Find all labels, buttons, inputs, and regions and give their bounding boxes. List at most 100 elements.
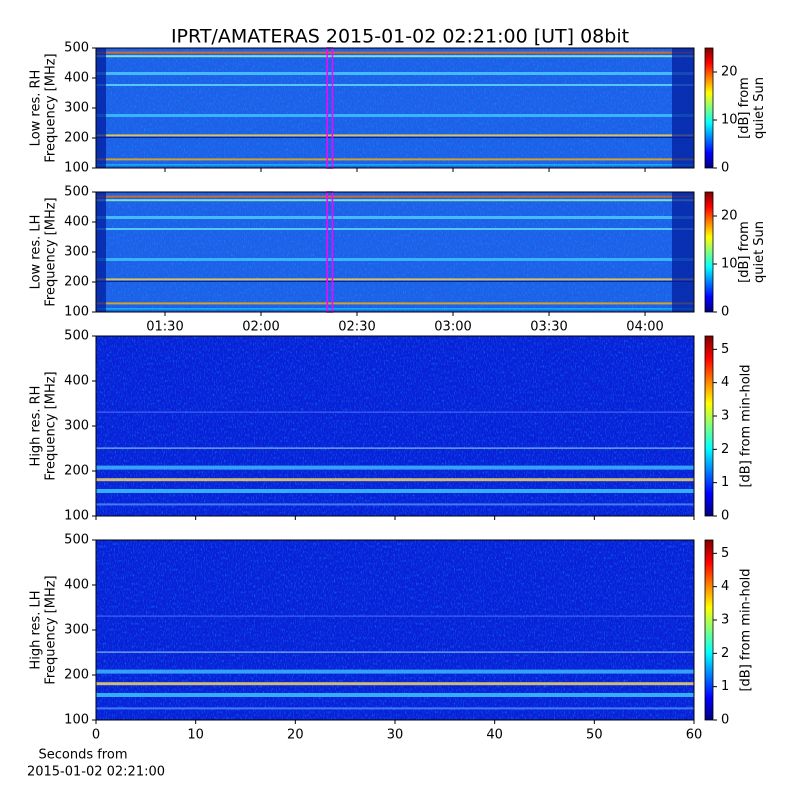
x-tick-label: 02:30 bbox=[338, 320, 375, 335]
colorbar-label: [dB] from min-hold bbox=[739, 568, 754, 691]
spectral-band bbox=[96, 51, 694, 54]
y-tick-label: 400 bbox=[64, 71, 89, 86]
spectral-band bbox=[96, 278, 694, 281]
spectral-band bbox=[96, 84, 694, 86]
spectral-band bbox=[96, 465, 694, 470]
colorbar-label: quiet Sun bbox=[752, 77, 767, 139]
spectral-band bbox=[96, 447, 694, 449]
y-axis-label: Frequency [MHz] bbox=[44, 575, 59, 684]
spectrogram-noise bbox=[96, 540, 694, 720]
y-tick-label: 200 bbox=[64, 275, 89, 290]
spectrogram-noise bbox=[96, 192, 694, 312]
spectral-band bbox=[96, 651, 694, 653]
colorbar-tick-label: 20 bbox=[721, 209, 738, 224]
spectral-band bbox=[96, 478, 694, 482]
data-gap bbox=[96, 48, 106, 168]
y-tick-label: 500 bbox=[64, 533, 89, 548]
colorbar-tick-label: 2 bbox=[721, 646, 729, 661]
spectral-band bbox=[96, 308, 694, 310]
data-gap bbox=[672, 192, 694, 312]
colorbar bbox=[704, 47, 714, 169]
spectral-band bbox=[96, 489, 694, 493]
spectral-band bbox=[96, 228, 694, 230]
spectral-band bbox=[96, 55, 694, 58]
x-axis-label: Seconds from bbox=[38, 748, 127, 763]
colorbar-tick-label: 3 bbox=[721, 409, 729, 424]
y-tick-label: 500 bbox=[64, 41, 89, 56]
spectral-band bbox=[96, 682, 694, 686]
x-axis-label: 2015-01-02 02:21:00 bbox=[27, 765, 165, 780]
colorbar-tick-label: 0 bbox=[721, 713, 729, 728]
y-tick-label: 500 bbox=[64, 329, 89, 344]
chart-title: IPRT/AMATERAS 2015-01-02 02:21:00 [UT] 0… bbox=[171, 26, 629, 48]
spectral-band bbox=[96, 693, 694, 697]
x-tick-label: 40 bbox=[486, 728, 503, 743]
x-tick-label: 20 bbox=[287, 728, 304, 743]
y-axis-label: Frequency [MHz] bbox=[44, 371, 59, 480]
spectral-band bbox=[96, 302, 694, 305]
y-tick-label: 100 bbox=[64, 161, 89, 176]
colorbar-tick-label: 5 bbox=[721, 342, 729, 357]
x-tick-label: 04:00 bbox=[626, 320, 663, 335]
colorbar-tick-label: 20 bbox=[721, 65, 738, 80]
y-axis-label: High res. LH bbox=[29, 590, 44, 669]
colorbar-label: [dB] from min-hold bbox=[739, 364, 754, 487]
colorbar bbox=[704, 335, 714, 517]
spectral-band bbox=[96, 707, 694, 710]
y-tick-label: 400 bbox=[64, 215, 89, 230]
y-tick-label: 300 bbox=[64, 623, 89, 638]
y-axis-label: High res. RH bbox=[29, 386, 44, 467]
x-tick-label: 02:00 bbox=[242, 320, 279, 335]
y-tick-label: 400 bbox=[64, 374, 89, 389]
colorbar-tick-label: 4 bbox=[721, 375, 729, 390]
x-tick-label: 0 bbox=[92, 728, 100, 743]
colorbar-tick-label: 1 bbox=[721, 679, 729, 694]
y-tick-label: 100 bbox=[64, 305, 89, 320]
spectrogram-noise bbox=[96, 336, 694, 516]
x-tick-label: 50 bbox=[586, 728, 603, 743]
spectral-band bbox=[96, 280, 694, 282]
colorbar-tick-label: 3 bbox=[721, 613, 729, 628]
colorbar-tick-label: 0 bbox=[721, 161, 729, 176]
x-tick-label: 03:00 bbox=[434, 320, 471, 335]
x-tick-label: 30 bbox=[387, 728, 404, 743]
colorbar-tick-label: 0 bbox=[721, 305, 729, 320]
y-tick-label: 200 bbox=[64, 668, 89, 683]
spectral-band bbox=[96, 615, 694, 617]
spectral-band bbox=[96, 134, 694, 137]
data-gap bbox=[672, 48, 694, 168]
y-axis-label: Frequency [MHz] bbox=[44, 197, 59, 306]
spectral-band bbox=[96, 258, 694, 261]
spectral-band bbox=[96, 72, 694, 75]
colorbar-tick-label: 2 bbox=[721, 442, 729, 457]
spectral-band bbox=[96, 411, 694, 413]
spectrogram-noise bbox=[96, 48, 694, 168]
y-tick-label: 300 bbox=[64, 419, 89, 434]
spectral-band bbox=[96, 199, 694, 202]
spectral-band bbox=[96, 164, 694, 166]
colorbar-label: [dB] from bbox=[737, 221, 752, 283]
y-tick-label: 400 bbox=[64, 578, 89, 593]
x-tick-label: 01:30 bbox=[146, 320, 183, 335]
spectral-band bbox=[96, 158, 694, 161]
colorbar-tick-label: 10 bbox=[721, 113, 738, 128]
colorbar-tick-label: 5 bbox=[721, 546, 729, 561]
y-tick-label: 100 bbox=[64, 509, 89, 524]
y-tick-label: 300 bbox=[64, 245, 89, 260]
y-tick-label: 200 bbox=[64, 464, 89, 479]
spectral-band bbox=[96, 136, 694, 138]
spectral-band bbox=[96, 114, 694, 117]
colorbar-label: [dB] from bbox=[737, 77, 752, 139]
spectral-band bbox=[96, 195, 694, 198]
colorbar-tick-label: 1 bbox=[721, 475, 729, 490]
y-tick-label: 100 bbox=[64, 713, 89, 728]
colorbar bbox=[704, 539, 714, 721]
x-tick-label: 03:30 bbox=[530, 320, 567, 335]
spectral-band bbox=[96, 503, 694, 506]
spectral-band bbox=[96, 216, 694, 219]
x-tick-label: 10 bbox=[187, 728, 204, 743]
colorbar-tick-label: 0 bbox=[721, 509, 729, 524]
colorbar-tick-label: 10 bbox=[721, 257, 738, 272]
